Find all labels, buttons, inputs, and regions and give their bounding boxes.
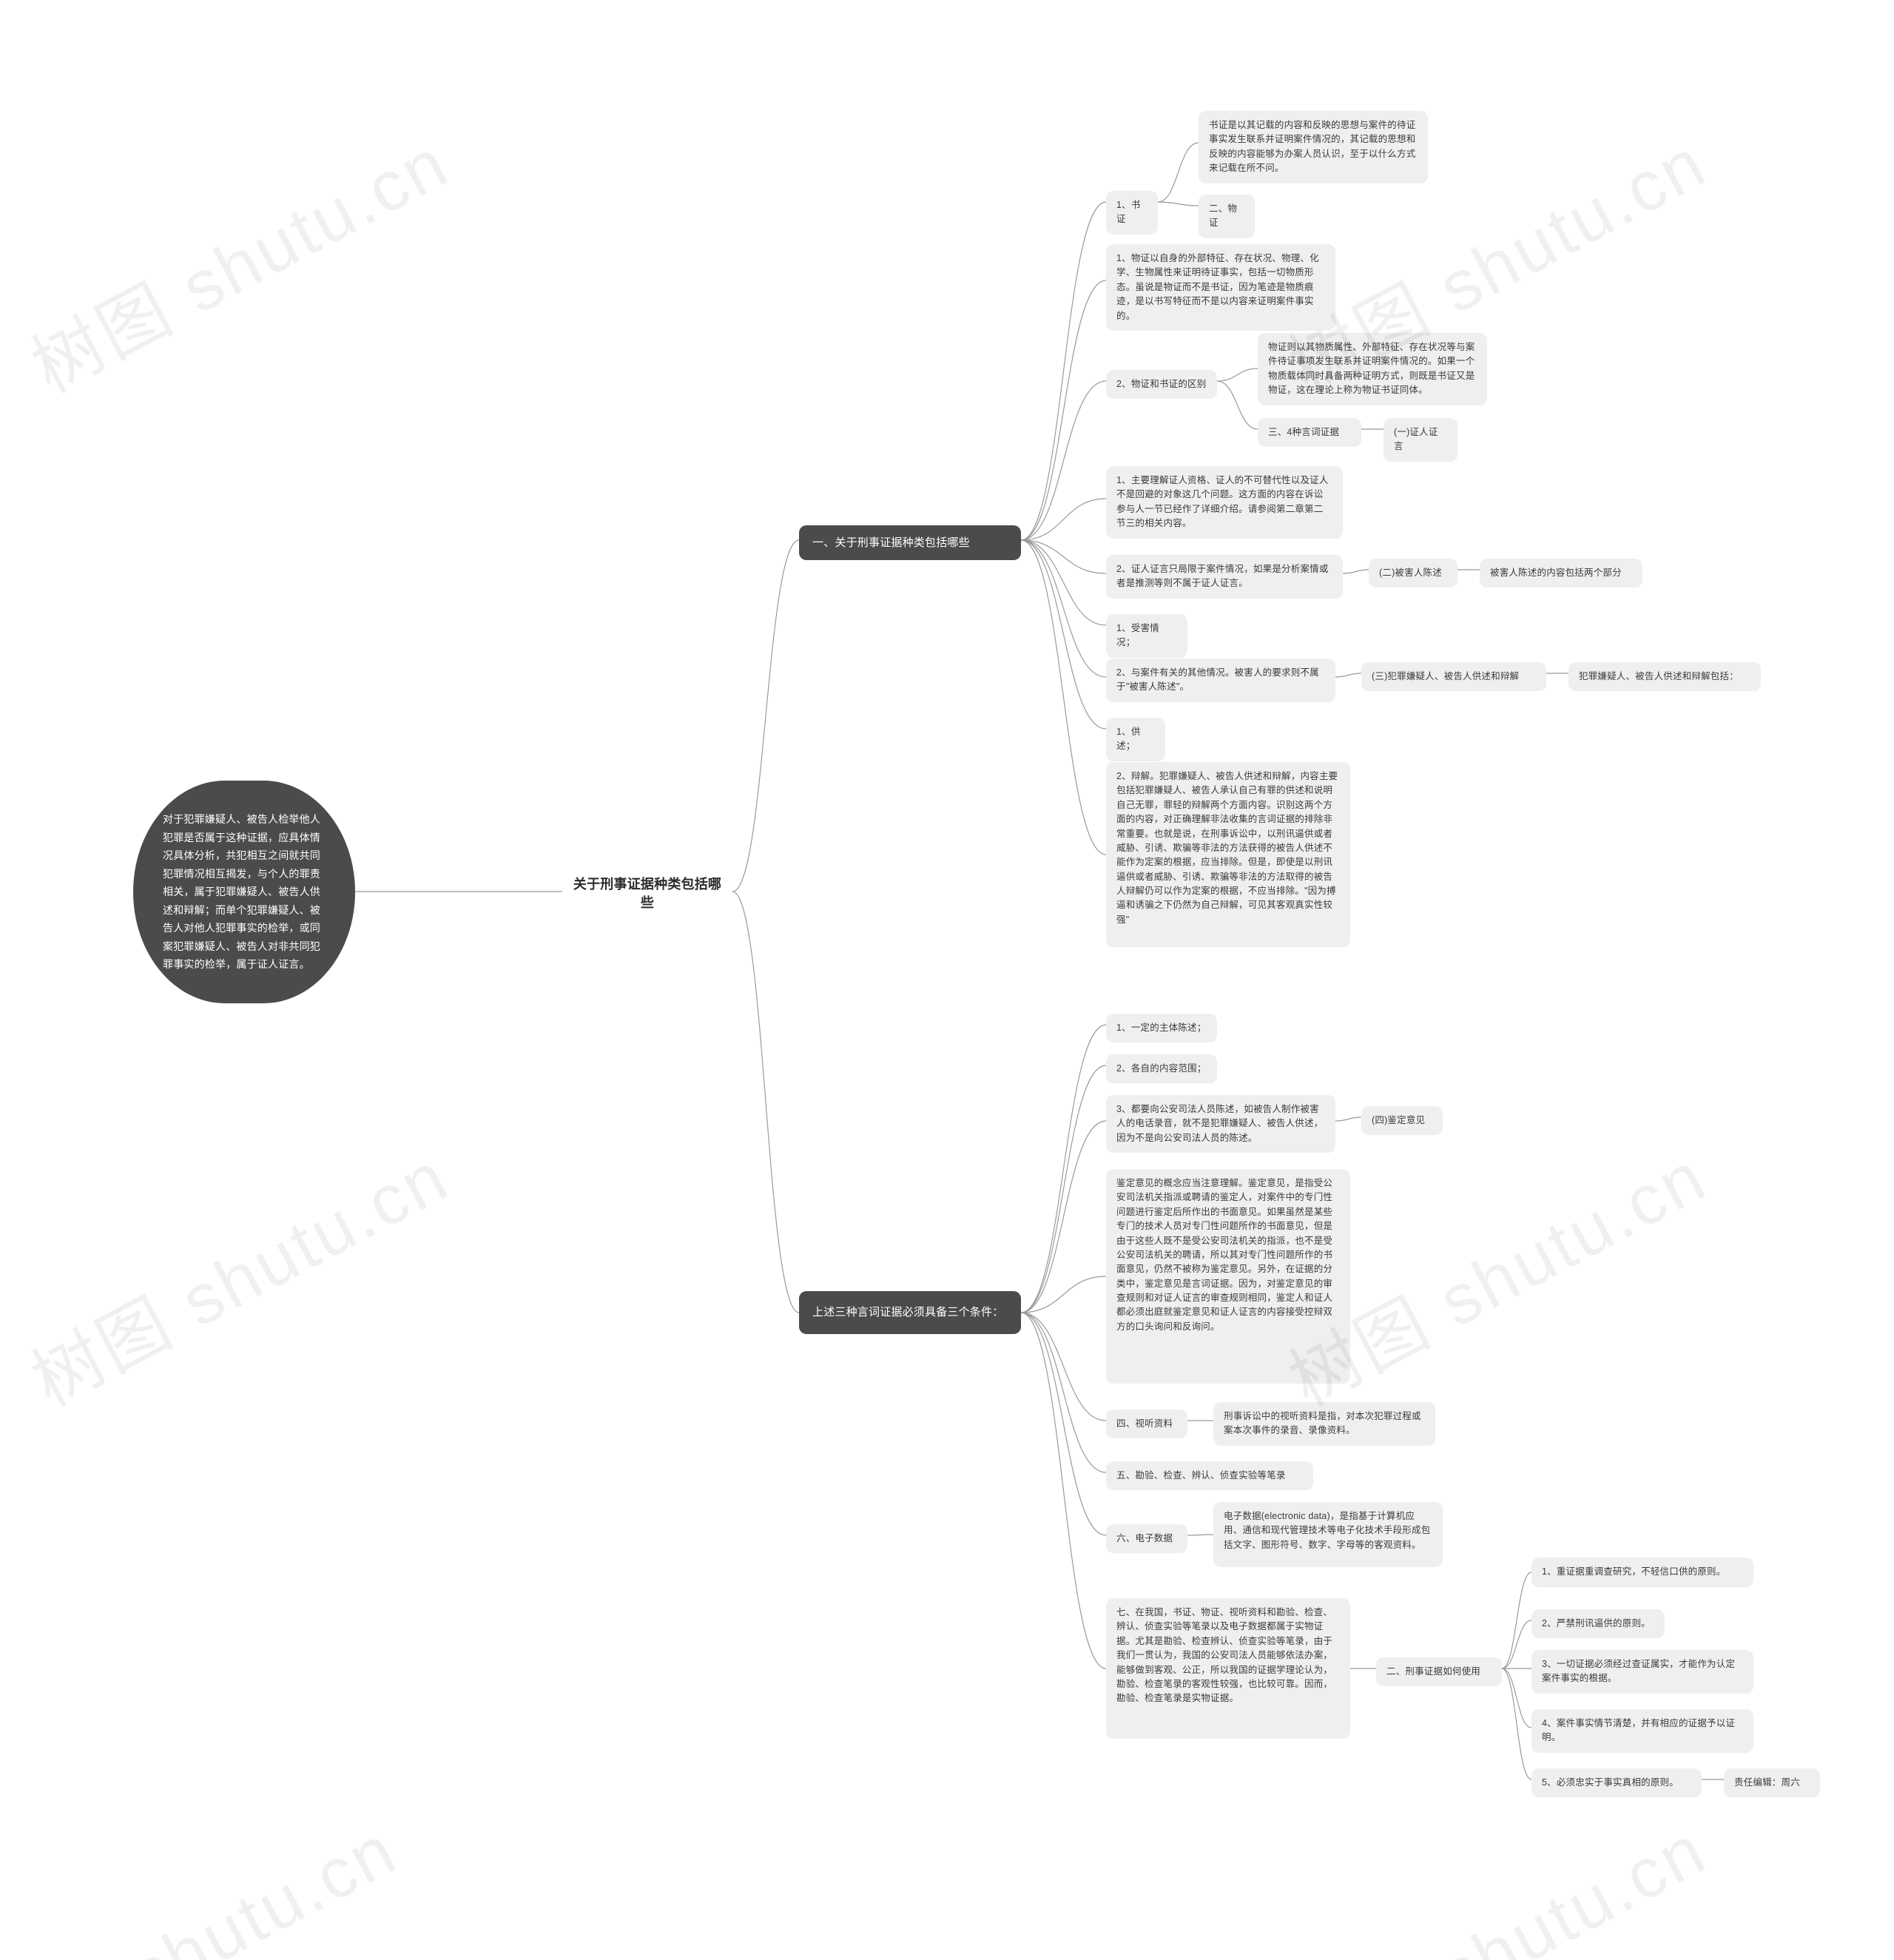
leaf-text: 二、物证 <box>1209 203 1237 228</box>
leaf-text: 2、各自的内容范围； <box>1116 1063 1206 1074</box>
leaf-text: 1、主要理解证人资格、证人的不可替代性以及证人不是回避的对象这几个问题。这方面的… <box>1116 475 1329 528</box>
leaf-text: 四、视听资料 <box>1116 1418 1173 1429</box>
leaf-text: 5、必须忠实于事实真相的原则。 <box>1542 1777 1679 1788</box>
leaf-b2-6: 五、勘验、检查、辨认、侦查实验等笔录 <box>1106 1461 1313 1490</box>
leaf-b1-1a: 书证是以其记载的内容和反映的思想与案件的待证事实发生联系并证明案件情况的，其记载… <box>1199 111 1428 183</box>
leaf-text: 2、物证和书证的区别 <box>1116 379 1206 389</box>
leaf-b2-5a: 刑事诉讼中的视听资料是指，对本次犯罪过程或案本次事件的录音、录像资料。 <box>1213 1402 1435 1446</box>
leaf-text: 2、与案件有关的其他情况。被害人的要求则不属于"被害人陈述"。 <box>1116 667 1319 692</box>
leaf-text: 1、物证以自身的外部特征、存在状况、物理、化学、生物属性来证明待证事实，包括一切… <box>1116 253 1319 321</box>
leaf-text: 4、案件事实情节清楚，并有相应的证据予以证明。 <box>1542 1718 1735 1742</box>
leaf-b1-3b: 三、4种言词证据 <box>1258 418 1361 447</box>
leaf-text: 鉴定意见的概念应当注意理解。鉴定意见，是指受公安司法机关指派或聘请的鉴定人，对案… <box>1116 1178 1332 1332</box>
leaf-text: 1、供述； <box>1116 727 1141 751</box>
leaf-b2-3a: (四)鉴定意见 <box>1361 1106 1443 1135</box>
leaf-text: 3、一切证据必须经过查证属实，才能作为认定案件事实的根据。 <box>1542 1659 1735 1683</box>
leaf-text: 二、刑事证据如何使用 <box>1386 1666 1480 1677</box>
leaf-text: 电子数据(electronic data)，是指基于计算机应用、通信和现代管理技… <box>1224 1511 1430 1550</box>
watermark: 树图 shutu.cn <box>0 1794 412 1960</box>
leaf-b1-5: 2、证人证言只局限于案件情况，如果是分析案情或者是推测等则不属于证人证言。 <box>1106 555 1343 599</box>
leaf-text: (四)鉴定意见 <box>1372 1115 1425 1125</box>
leaf-b2-r5a: 责任编辑：周六 <box>1724 1768 1820 1797</box>
leaf-text: 责任编辑：周六 <box>1734 1777 1800 1788</box>
leaf-b1-3: 2、物证和书证的区别 <box>1106 370 1217 399</box>
leaf-b1-3a: 物证则以其物质属性、外部特征、存在状况等与案件待证事项发生联系并证明案件情况的。… <box>1258 333 1487 405</box>
leaf-b1-5a: (二)被害人陈述 <box>1369 559 1457 587</box>
root-node: 对于犯罪嫌疑人、被告人检举他人犯罪是否属于这种证据，应具体情况具体分析，共犯相互… <box>133 781 355 1003</box>
leaf-b1-8: 1、供述； <box>1106 718 1165 761</box>
leaf-b1-3c: (一)证人证言 <box>1384 418 1457 462</box>
root-text: 对于犯罪嫌疑人、被告人检举他人犯罪是否属于这种证据，应具体情况具体分析，共犯相互… <box>163 810 326 974</box>
leaf-b2-5: 四、视听资料 <box>1106 1410 1187 1438</box>
hub-text: 关于刑事证据种类包括哪些 <box>571 875 724 912</box>
leaf-text: 1、受害情况； <box>1116 623 1159 647</box>
leaf-b2-r2: 2、严禁刑讯逼供的原则。 <box>1531 1609 1665 1638</box>
branch-1: 一、关于刑事证据种类包括哪些 <box>799 525 1021 560</box>
leaf-text: 2、证人证言只局限于案件情况，如果是分析案情或者是推测等则不属于证人证言。 <box>1116 564 1329 588</box>
leaf-b2-8a: 二、刑事证据如何使用 <box>1376 1657 1502 1686</box>
leaf-b1-4: 1、主要理解证人资格、证人的不可替代性以及证人不是回避的对象这几个问题。这方面的… <box>1106 466 1343 539</box>
leaf-b2-8: 七、在我国，书证、物证、视听资料和勘验、检查、辨认、侦查实验等笔录以及电子数据都… <box>1106 1598 1350 1739</box>
leaf-b1-7: 2、与案件有关的其他情况。被害人的要求则不属于"被害人陈述"。 <box>1106 659 1335 702</box>
leaf-text: 2、严禁刑讯逼供的原则。 <box>1542 1618 1651 1629</box>
leaf-text: 三、4种言词证据 <box>1268 427 1339 437</box>
leaf-text: 刑事诉讼中的视听资料是指，对本次犯罪过程或案本次事件的录音、录像资料。 <box>1224 1411 1421 1435</box>
leaf-text: 书证是以其记载的内容和反映的思想与案件的待证事实发生联系并证明案件情况的，其记载… <box>1209 120 1415 173</box>
leaf-b1-5b: 被害人陈述的内容包括两个部分 <box>1480 559 1642 587</box>
leaf-b1-2: 1、物证以自身的外部特征、存在状况、物理、化学、生物属性来证明待证事实，包括一切… <box>1106 244 1335 331</box>
leaf-text: 1、书证 <box>1116 200 1141 224</box>
leaf-b2-1: 1、一定的主体陈述； <box>1106 1014 1217 1043</box>
hub-node: 关于刑事证据种类包括哪些 <box>562 869 732 918</box>
leaf-b2-r1: 1、重证据重调查研究，不轻信口供的原则。 <box>1531 1557 1753 1587</box>
watermark: 树图 shutu.cn <box>1270 1794 1722 1960</box>
leaf-text: 七、在我国，书证、物证、视听资料和勘验、检查、辨认、侦查实验等笔录以及电子数据都… <box>1116 1607 1332 1703</box>
leaf-b2-r4: 4、案件事实情节清楚，并有相应的证据予以证明。 <box>1531 1709 1753 1753</box>
branch-1-text: 一、关于刑事证据种类包括哪些 <box>812 534 970 551</box>
leaf-text: 犯罪嫌疑人、被告人供述和辩解包括： <box>1579 671 1739 681</box>
leaf-b1-1b: 二、物证 <box>1199 195 1255 238</box>
leaf-b2-r3: 3、一切证据必须经过查证属实，才能作为认定案件事实的根据。 <box>1531 1650 1753 1694</box>
leaf-b2-7a: 电子数据(electronic data)，是指基于计算机应用、通信和现代管理技… <box>1213 1502 1443 1567</box>
leaf-b2-7: 六、电子数据 <box>1106 1524 1187 1553</box>
watermark: 树图 shutu.cn <box>12 1121 464 1426</box>
leaf-text: 物证则以其物质属性、外部特征、存在状况等与案件待证事项发生联系并证明案件情况的。… <box>1268 342 1475 395</box>
leaf-text: 1、重证据重调查研究，不轻信口供的原则。 <box>1542 1566 1725 1577</box>
watermark: 树图 shutu.cn <box>12 107 464 412</box>
leaf-b2-r5: 5、必须忠实于事实真相的原则。 <box>1531 1768 1702 1797</box>
leaf-b1-7a: (三)犯罪嫌疑人、被告人供述和辩解 <box>1361 662 1546 691</box>
branch-2: 上述三种言词证据必须具备三个条件： <box>799 1291 1021 1334</box>
leaf-text: (二)被害人陈述 <box>1379 568 1442 578</box>
leaf-b1-9: 2、辩解。犯罪嫌疑人、被告人供述和辩解，内容主要包括犯罪嫌疑人、被告人承认自己有… <box>1106 762 1350 947</box>
leaf-b1-1: 1、书证 <box>1106 191 1158 235</box>
leaf-b2-2: 2、各自的内容范围； <box>1106 1054 1217 1083</box>
branch-2-text: 上述三种言词证据必须具备三个条件： <box>812 1304 1003 1321</box>
leaf-b2-3: 3、都要向公安司法人员陈述，如被告人制作被害人的电话录音，就不是犯罪嫌疑人、被告… <box>1106 1095 1335 1153</box>
leaf-text: 2、辩解。犯罪嫌疑人、被告人供述和辩解，内容主要包括犯罪嫌疑人、被告人承认自己有… <box>1116 771 1338 925</box>
leaf-text: 六、电子数据 <box>1116 1533 1173 1543</box>
leaf-text: 1、一定的主体陈述； <box>1116 1023 1206 1033</box>
leaf-text: 3、都要向公安司法人员陈述，如被告人制作被害人的电话录音，就不是犯罪嫌疑人、被告… <box>1116 1104 1323 1143</box>
leaf-text: (一)证人证言 <box>1394 427 1438 451</box>
leaf-b1-6: 1、受害情况； <box>1106 614 1187 658</box>
leaf-text: 被害人陈述的内容包括两个部分 <box>1490 568 1622 578</box>
leaf-text: (三)犯罪嫌疑人、被告人供述和辩解 <box>1372 671 1519 681</box>
leaf-b2-4: 鉴定意见的概念应当注意理解。鉴定意见，是指受公安司法机关指派或聘请的鉴定人，对案… <box>1106 1169 1350 1384</box>
leaf-text: 五、勘验、检查、辨认、侦查实验等笔录 <box>1116 1470 1286 1481</box>
leaf-b1-7b: 犯罪嫌疑人、被告人供述和辩解包括： <box>1568 662 1761 691</box>
